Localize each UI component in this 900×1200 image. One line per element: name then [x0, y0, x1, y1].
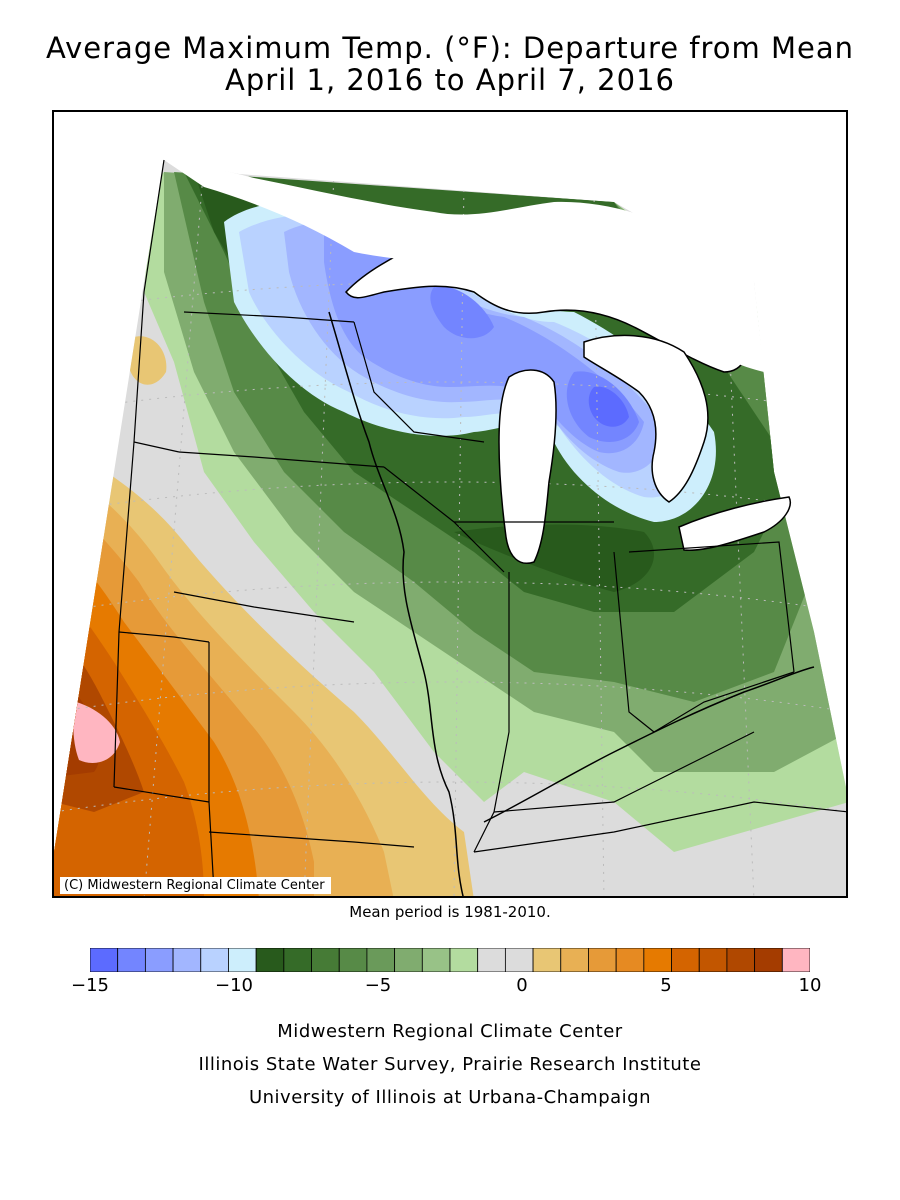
- legend-swatch: [532, 948, 562, 972]
- mean-period-note: Mean period is 1981-2010.: [349, 903, 551, 921]
- legend-swatch: [394, 948, 423, 972]
- legend-swatch: [477, 948, 506, 972]
- legend-swatch: [172, 948, 202, 972]
- legend-swatch: [311, 948, 340, 972]
- ohio-river: [483, 666, 815, 823]
- medium-blue-region-upper: [430, 286, 494, 339]
- legend-swatch: [366, 948, 396, 972]
- pink-hotspot: [73, 702, 120, 763]
- lake-huron: [583, 334, 709, 503]
- legend-tick-label: −10: [215, 975, 253, 996]
- lake-erie: [678, 496, 791, 552]
- footer-survey: Illinois State Water Survey, Prairie Res…: [198, 1054, 702, 1075]
- legend-swatch: [588, 948, 617, 972]
- legend-tick-label: 5: [660, 975, 672, 996]
- legend-tick-label: 10: [798, 975, 822, 996]
- map-date-range: April 1, 2016 to April 7, 2016: [225, 63, 675, 97]
- legend-swatch: [144, 948, 174, 972]
- legend-swatch: [698, 948, 728, 972]
- legend-swatch: [754, 948, 783, 972]
- canada-mask: [164, 160, 764, 372]
- legend-swatch: [504, 948, 534, 972]
- legend-swatch: [560, 948, 589, 972]
- footer-university: University of Illinois at Urbana-Champai…: [248, 1087, 652, 1108]
- footer-org: Midwestern Regional Climate Center: [277, 1021, 623, 1042]
- burnt-orange-region: [54, 582, 204, 896]
- legend-swatch: [200, 948, 229, 972]
- mississippi-river: [328, 311, 464, 896]
- legend-tick-label: −5: [364, 975, 392, 996]
- state-boundaries: [113, 159, 846, 893]
- map-frame: (C) Midwestern Regional Climate Center: [52, 110, 848, 898]
- legend-swatch: [421, 948, 451, 972]
- legend-swatch: [255, 948, 285, 972]
- legend-swatch: [671, 948, 700, 972]
- temperature-departure-map: [54, 159, 846, 896]
- map-title: Average Maximum Temp. (°F): Departure fr…: [45, 31, 855, 65]
- map-credit: (C) Midwestern Regional Climate Center: [60, 877, 331, 894]
- deep-blue-core: [588, 386, 629, 427]
- legend-tick-label: −15: [71, 975, 109, 996]
- legend-swatch: [781, 948, 810, 972]
- lake-michigan: [498, 369, 557, 564]
- legend-swatch: [449, 948, 479, 972]
- legend-swatch: [643, 948, 672, 972]
- legend-tick-label: 0: [516, 975, 528, 996]
- legend-swatch: [338, 948, 368, 972]
- legend-swatch: [615, 948, 645, 972]
- legend-swatch: [726, 948, 756, 972]
- darkest-green-core: [454, 524, 654, 592]
- legend-swatch: [117, 948, 146, 972]
- legend-swatch: [283, 948, 312, 972]
- color-legend: [90, 948, 810, 972]
- legend-swatch: [228, 948, 257, 972]
- legend-tick-labels: −15 −10 −5 0 5 10: [0, 975, 900, 999]
- legend-swatch: [90, 948, 119, 972]
